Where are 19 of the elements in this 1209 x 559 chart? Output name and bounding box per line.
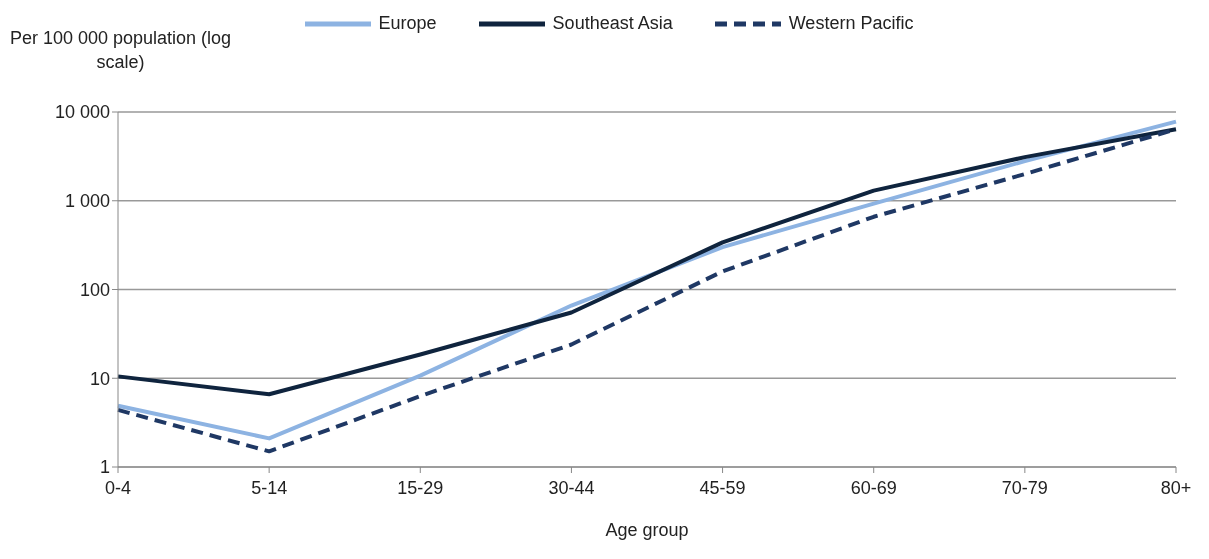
- y-tick-label: 1 000: [64, 191, 110, 212]
- x-tick-label: 30-44: [548, 477, 595, 498]
- x-tick-label: 15-29: [397, 477, 444, 498]
- legend-label: Western Pacific: [788, 13, 914, 34]
- legend-label: Europe: [378, 13, 437, 34]
- y-tick-label: 100: [79, 279, 110, 300]
- line-series: [116, 127, 1178, 397]
- legend-label: Southeast Asia: [552, 13, 673, 34]
- x-tick-label: 80+: [1160, 477, 1192, 498]
- x-tick-label: 70-79: [1001, 477, 1048, 498]
- y-tick-label: 10: [89, 368, 110, 389]
- x-tick-label: 60-69: [850, 477, 897, 498]
- y-tick-label: 1: [99, 457, 110, 478]
- x-axis-title: Age group: [605, 520, 689, 540]
- x-tick-label: 5-14: [251, 477, 288, 498]
- y-axis-title: Per 100 000 population (log scale): [8, 27, 233, 74]
- x-tick-label: 0-4: [104, 477, 132, 498]
- y-tick-label: 10 000: [54, 102, 110, 123]
- x-tick-label: 45-59: [699, 477, 746, 498]
